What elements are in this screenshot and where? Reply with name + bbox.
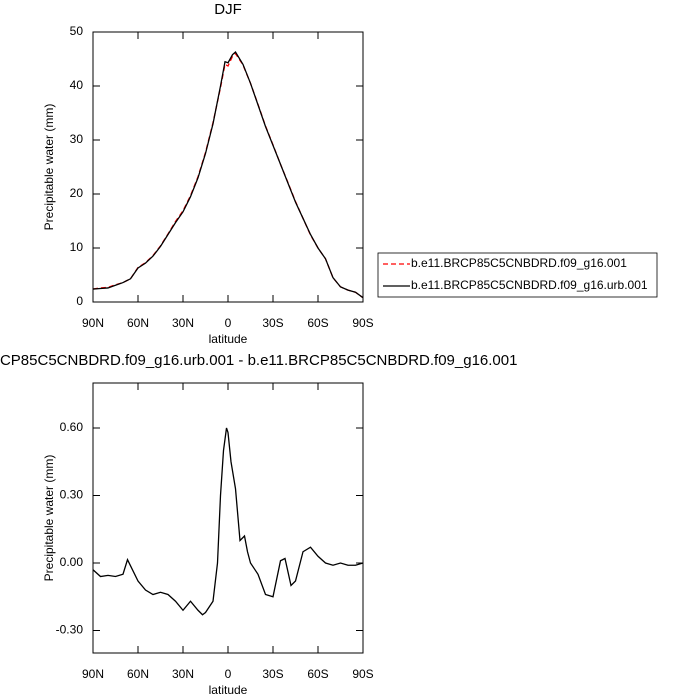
y-tick-label: 40 (70, 78, 84, 92)
x-tick-label: 90N (82, 667, 104, 681)
y-tick-label: 0.30 (60, 488, 84, 502)
y-tick-label: 0.00 (60, 555, 84, 569)
y-tick-label: 50 (70, 24, 84, 38)
x-tick-label: 0 (225, 667, 232, 681)
data-line (92, 427, 364, 616)
x-tick-label: 90N (82, 316, 104, 330)
y-tick-label: 30 (70, 132, 84, 146)
x-tick-label: 60S (307, 667, 328, 681)
x-tick-label: 30N (172, 316, 194, 330)
data-line (92, 52, 364, 299)
y-tick-label: 0.60 (60, 420, 84, 434)
x-tick-label: 90S (352, 316, 373, 330)
plot-frame (92, 382, 364, 654)
legend-label: b.e11.BRCP85C5CNBDRD.f09_g16.urb.001 (411, 278, 648, 292)
x-tick-label: 0 (225, 316, 232, 330)
y-tick-label: -0.30 (56, 623, 84, 637)
data-line (92, 50, 364, 299)
plot-frame (92, 31, 364, 303)
x-tick-label: 60N (127, 316, 149, 330)
x-tick-label: 60N (127, 667, 149, 681)
x-tick-label: 30N (172, 667, 194, 681)
x-tick-label: 30S (262, 316, 283, 330)
y-axis-label: Precipitable water (mm) (42, 455, 56, 582)
y-tick-label: 10 (70, 240, 84, 254)
x-axis-label: latitude (209, 332, 248, 346)
y-axis-label: Precipitable water (mm) (42, 104, 56, 231)
x-tick-label: 30S (262, 667, 283, 681)
legend-box (377, 252, 658, 298)
x-axis-label: latitude (209, 683, 248, 697)
legend-label: b.e11.BRCP85C5CNBDRD.f09_g16.001 (411, 256, 627, 270)
chart-title: b.e11.BRCP85C5CNBDRD.f09_g16.urb.001 - b… (0, 352, 517, 369)
y-tick-label: 0 (76, 294, 83, 308)
x-tick-label: 90S (352, 667, 373, 681)
y-tick-label: 20 (70, 186, 84, 200)
x-tick-label: 60S (307, 316, 328, 330)
chart-title: DJF (214, 1, 242, 18)
